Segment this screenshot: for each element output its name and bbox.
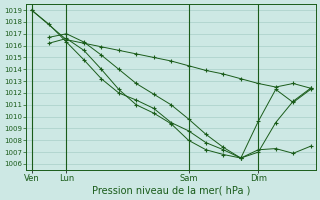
X-axis label: Pression niveau de la mer( hPa ): Pression niveau de la mer( hPa ) xyxy=(92,186,250,196)
